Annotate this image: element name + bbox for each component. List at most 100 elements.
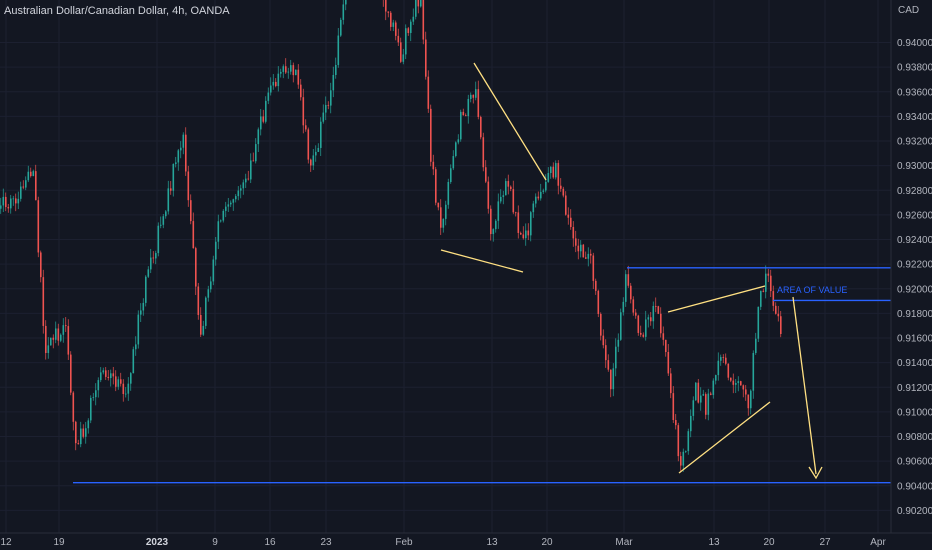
candle-body — [780, 316, 782, 334]
candle-body — [67, 326, 70, 355]
pattern-lines[interactable] — [440, 62, 823, 480]
candle-body — [570, 217, 572, 227]
trendline-2[interactable] — [440, 249, 524, 273]
candle-body — [302, 97, 305, 126]
candle-body — [255, 144, 257, 162]
candle-body — [52, 337, 55, 340]
candle-body — [172, 164, 175, 191]
candle-body — [762, 290, 765, 292]
drawing-layer: AREA OF VALUE — [73, 62, 891, 484]
candle-body — [765, 273, 767, 292]
candle-body — [40, 252, 42, 278]
candle-body — [467, 98, 470, 117]
candle-body — [45, 325, 47, 353]
candle-body — [90, 397, 92, 421]
candle-body — [662, 333, 665, 340]
candle-body — [442, 218, 445, 228]
y-tick-label: 0.93600 — [897, 87, 932, 98]
candle-body — [465, 115, 467, 117]
candle-body — [62, 325, 65, 335]
candle-body — [555, 163, 557, 178]
candle-body — [700, 395, 702, 403]
candle-body — [142, 302, 145, 311]
candle-body — [670, 373, 672, 394]
candle-body — [397, 35, 400, 43]
candle-body — [245, 178, 247, 183]
candle-body — [557, 163, 560, 186]
projection-arrow-line[interactable] — [792, 296, 817, 475]
candle-body — [592, 255, 595, 281]
candle-body — [315, 151, 317, 156]
candle-body — [257, 129, 260, 145]
candle-body — [305, 125, 307, 130]
candle-body — [650, 317, 652, 322]
candle-body — [65, 325, 67, 327]
candle-body — [655, 305, 657, 307]
candle-body — [227, 204, 230, 207]
projection-arrow-head[interactable] — [808, 466, 823, 480]
candle-body — [307, 129, 310, 160]
candle-body — [335, 64, 337, 75]
candle-body — [115, 376, 117, 387]
candle-body — [310, 159, 312, 166]
candle-body — [677, 425, 680, 457]
candle-body — [422, 0, 425, 40]
candle-body — [500, 196, 502, 202]
candle-body — [412, 16, 415, 22]
currency-label: CAD — [898, 5, 920, 16]
candle-body — [162, 216, 165, 225]
candle-body — [637, 315, 640, 333]
candle-body — [687, 431, 690, 452]
candle-body — [212, 259, 215, 282]
candle-body — [525, 230, 527, 239]
candle-body — [672, 393, 675, 420]
y-tick-label: 0.92200 — [897, 260, 932, 271]
candle-body — [710, 393, 712, 395]
candle-body — [80, 428, 82, 445]
candle-body — [110, 373, 112, 379]
candle-body — [647, 317, 650, 320]
candle-body — [180, 147, 182, 151]
candle-body — [405, 28, 407, 55]
candle-body — [267, 92, 270, 101]
y-tick-label: 0.90800 — [897, 432, 932, 443]
candle-body — [425, 39, 427, 77]
candle-body — [177, 150, 180, 163]
y-tick-label: 0.90400 — [897, 481, 932, 492]
x-tick-label: 13 — [486, 537, 498, 548]
candle-body — [275, 81, 277, 87]
candle-body — [720, 357, 722, 361]
candle-body — [480, 116, 482, 138]
candle-body — [15, 198, 17, 204]
candle-body — [337, 35, 340, 65]
x-tick-label: 20 — [541, 537, 553, 548]
candle-body — [772, 291, 775, 306]
candle-body — [385, 0, 387, 12]
trendline-4[interactable] — [678, 401, 771, 474]
candle-body — [87, 420, 90, 429]
candle-body — [35, 171, 37, 201]
candle-body — [240, 188, 242, 191]
candle-body — [532, 203, 535, 213]
candle-body — [285, 66, 287, 73]
candle-body — [202, 325, 205, 335]
candle-body — [697, 382, 700, 403]
candle-body — [617, 339, 620, 347]
candle-body — [190, 200, 192, 222]
candle-body — [5, 196, 7, 208]
x-tick-label: 9 — [212, 537, 218, 548]
candle-body — [440, 207, 442, 228]
trendline-3[interactable] — [667, 285, 766, 313]
trendline-1[interactable] — [473, 62, 547, 181]
candle-body — [417, 0, 420, 7]
candle-body — [707, 393, 710, 415]
x-tick-label: Apr — [870, 537, 886, 548]
candle-body — [512, 189, 515, 213]
candle-body — [77, 443, 80, 445]
candle-body — [147, 269, 150, 277]
x-tick-label: 20 — [763, 537, 775, 548]
candle-body — [220, 220, 222, 222]
candle-body — [680, 456, 682, 466]
candle-body — [752, 352, 755, 391]
